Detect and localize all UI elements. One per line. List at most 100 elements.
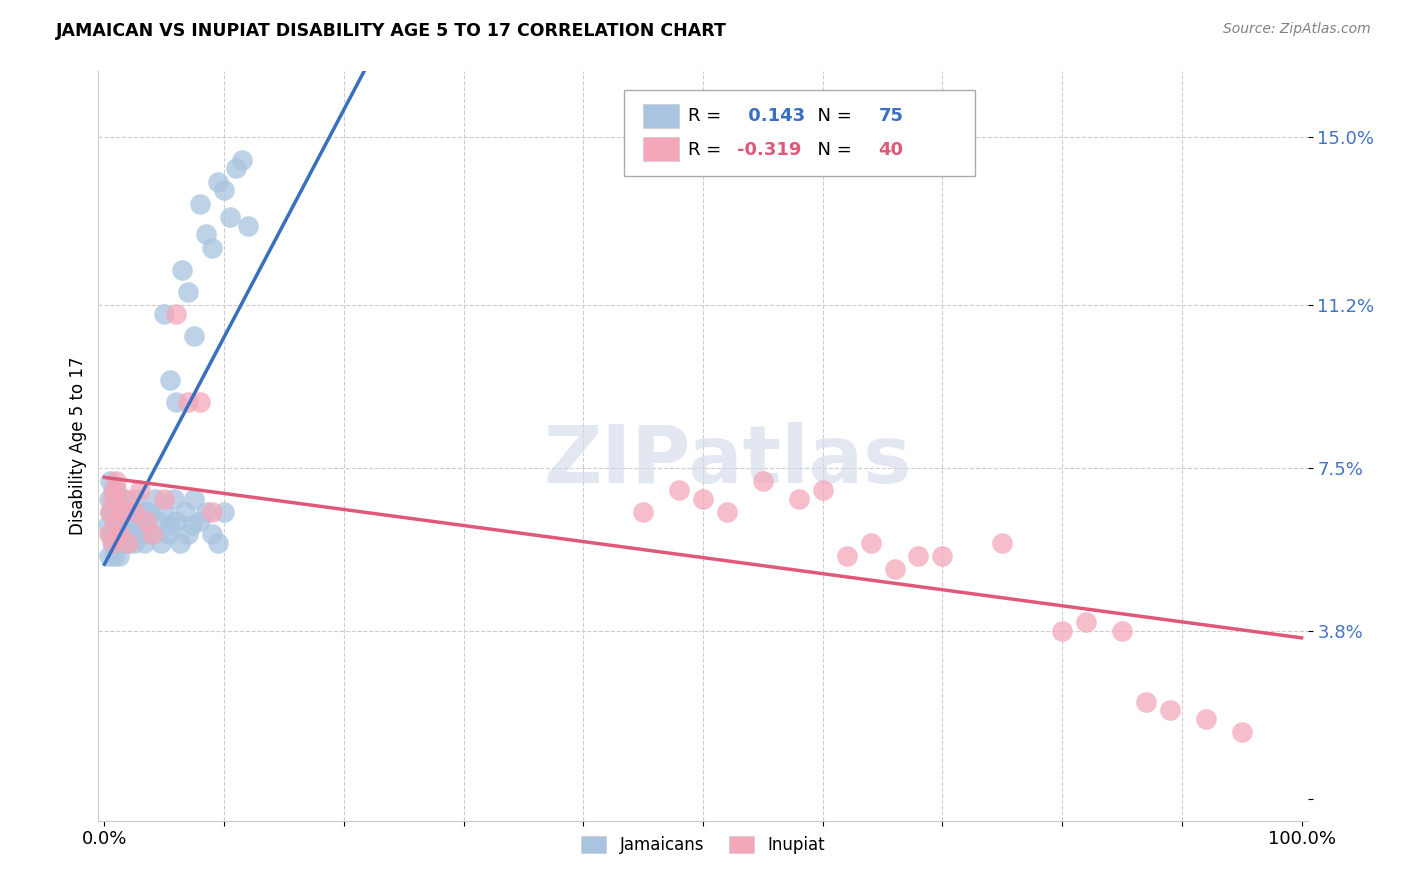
Point bbox=[141, 527, 163, 541]
Point bbox=[118, 527, 141, 541]
Point bbox=[108, 505, 131, 519]
Point bbox=[631, 505, 654, 519]
Point bbox=[236, 219, 259, 233]
Point bbox=[117, 536, 139, 550]
Point bbox=[115, 505, 138, 519]
Point bbox=[100, 505, 122, 519]
Point bbox=[107, 527, 129, 541]
Point bbox=[183, 491, 205, 506]
Point bbox=[692, 491, 714, 506]
Point bbox=[201, 241, 224, 255]
Point bbox=[153, 491, 176, 506]
Point bbox=[98, 527, 121, 541]
Point bbox=[212, 183, 235, 197]
Point bbox=[212, 505, 235, 519]
Point bbox=[111, 491, 134, 506]
Point bbox=[907, 549, 929, 564]
Point bbox=[165, 395, 187, 409]
Point bbox=[169, 536, 191, 550]
Point bbox=[883, 562, 905, 576]
Point bbox=[143, 491, 166, 506]
Point bbox=[177, 285, 200, 299]
Point bbox=[104, 514, 127, 528]
Point bbox=[188, 196, 211, 211]
Point bbox=[112, 514, 135, 528]
Point bbox=[104, 491, 127, 506]
Point bbox=[132, 536, 155, 550]
Point bbox=[107, 549, 129, 564]
Text: 0.143: 0.143 bbox=[742, 106, 804, 125]
Point bbox=[159, 373, 181, 387]
Point bbox=[165, 514, 187, 528]
Point bbox=[103, 483, 125, 497]
Point bbox=[141, 527, 163, 541]
Point bbox=[98, 491, 121, 506]
Text: JAMAICAN VS INUPIAT DISABILITY AGE 5 TO 17 CORRELATION CHART: JAMAICAN VS INUPIAT DISABILITY AGE 5 TO … bbox=[56, 22, 727, 40]
Point bbox=[105, 536, 128, 550]
Point bbox=[716, 505, 738, 519]
Point bbox=[1195, 712, 1218, 726]
Point bbox=[103, 518, 125, 533]
Point bbox=[188, 514, 211, 528]
Point bbox=[101, 483, 124, 497]
FancyBboxPatch shape bbox=[643, 137, 679, 161]
Point bbox=[188, 395, 211, 409]
Point bbox=[100, 475, 122, 489]
Point bbox=[1230, 725, 1253, 739]
Point bbox=[153, 505, 176, 519]
Point bbox=[201, 505, 224, 519]
FancyBboxPatch shape bbox=[624, 90, 976, 177]
Point bbox=[103, 549, 125, 564]
Point bbox=[1159, 703, 1181, 717]
Point bbox=[165, 307, 187, 321]
Point bbox=[105, 475, 128, 489]
Point bbox=[117, 536, 139, 550]
Point bbox=[105, 483, 128, 497]
Point bbox=[110, 527, 132, 541]
Point bbox=[107, 518, 129, 533]
Text: N =: N = bbox=[806, 106, 858, 125]
Point bbox=[115, 491, 138, 506]
Point bbox=[195, 505, 218, 519]
Point bbox=[120, 505, 142, 519]
Point bbox=[835, 549, 858, 564]
Point bbox=[100, 527, 122, 541]
Point bbox=[159, 518, 181, 533]
Text: R =: R = bbox=[689, 106, 727, 125]
Point bbox=[122, 518, 145, 533]
Point bbox=[97, 518, 120, 533]
Point bbox=[111, 505, 134, 519]
Text: 40: 40 bbox=[879, 141, 903, 159]
Point bbox=[100, 505, 122, 519]
Point bbox=[111, 536, 134, 550]
Point bbox=[100, 505, 122, 519]
Point bbox=[1050, 624, 1073, 639]
Point bbox=[201, 527, 224, 541]
Text: 75: 75 bbox=[879, 106, 903, 125]
Point bbox=[180, 518, 202, 533]
Point bbox=[156, 527, 179, 541]
Text: R =: R = bbox=[689, 141, 727, 159]
Point bbox=[127, 514, 149, 528]
Point bbox=[138, 505, 160, 519]
Point bbox=[1135, 695, 1157, 709]
Point bbox=[100, 491, 122, 506]
Point bbox=[153, 307, 176, 321]
Point bbox=[107, 491, 129, 506]
Point bbox=[129, 483, 152, 497]
Point bbox=[132, 505, 155, 519]
Point bbox=[811, 483, 834, 497]
Point bbox=[105, 505, 128, 519]
Point bbox=[225, 161, 247, 176]
Text: N =: N = bbox=[806, 141, 858, 159]
Point bbox=[207, 175, 229, 189]
Point bbox=[752, 475, 775, 489]
Point bbox=[668, 483, 690, 497]
Point bbox=[231, 153, 253, 167]
Text: Source: ZipAtlas.com: Source: ZipAtlas.com bbox=[1223, 22, 1371, 37]
Point bbox=[148, 514, 170, 528]
Point bbox=[100, 536, 122, 550]
Point bbox=[173, 505, 195, 519]
Point bbox=[115, 518, 138, 533]
Point bbox=[107, 527, 129, 541]
